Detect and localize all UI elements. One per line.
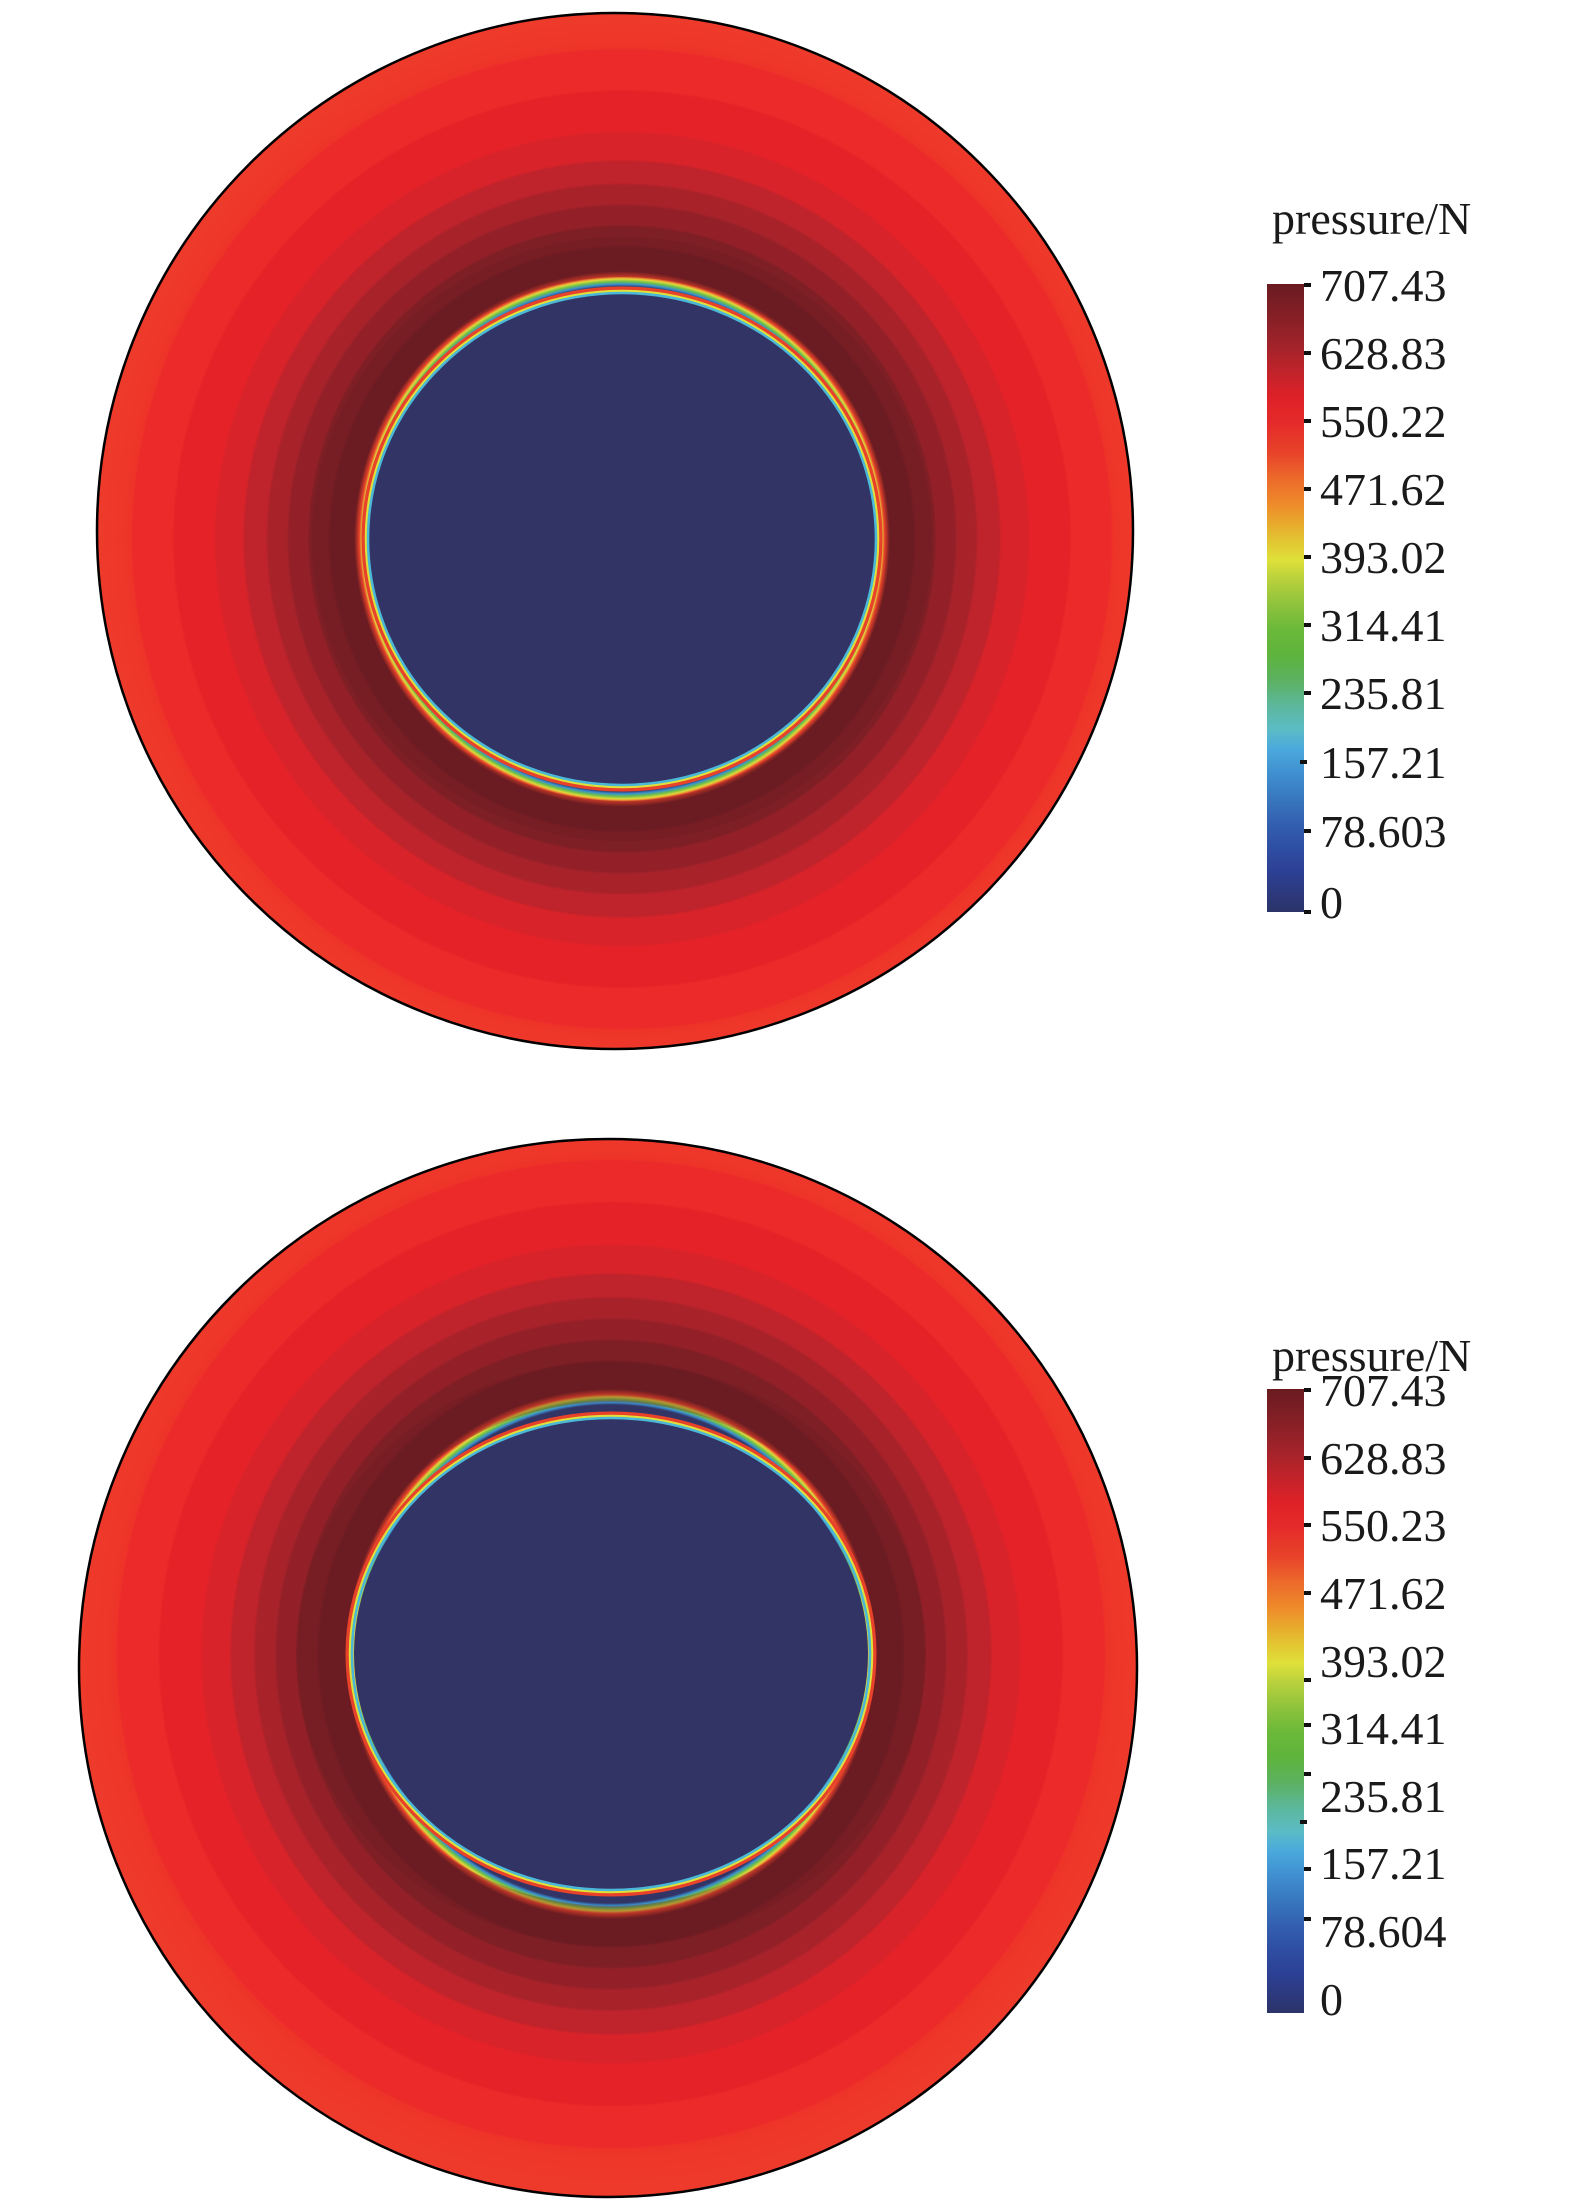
tick-mark — [1304, 1772, 1311, 1776]
tick-label: 628.83 — [1320, 1433, 1447, 1484]
tick-label: 314.41 — [1320, 1703, 1447, 1754]
pressure-contour-plot-top — [95, 11, 1135, 1051]
tick-label: 314.41 — [1320, 600, 1447, 651]
tick-mark — [1304, 487, 1311, 491]
tick-label: 393.02 — [1320, 532, 1447, 583]
tick-label: 78.603 — [1320, 806, 1447, 857]
edge-transition-ring-cyan — [366, 291, 878, 787]
legend-title: pressure/N — [1272, 193, 1472, 244]
pressure-contour-plot-bottom — [77, 1137, 1139, 2199]
tick-mark — [1304, 419, 1311, 423]
tick-label: 157.21 — [1320, 1838, 1447, 1889]
contour-panel-top: pressure/N 707.43 628.83 550.22 471.62 3… — [0, 0, 1575, 1100]
tick-mark — [1304, 691, 1311, 695]
tick-label: 550.23 — [1320, 1500, 1447, 1551]
tick-label: 471.62 — [1320, 464, 1447, 515]
tick-label: 78.604 — [1320, 1906, 1447, 1957]
tick-mark — [1304, 1591, 1311, 1595]
tick-mark — [1304, 283, 1311, 287]
tick-label: 393.02 — [1320, 1636, 1447, 1687]
tick-label: 707.43 — [1320, 260, 1447, 311]
tick-mark — [1304, 910, 1311, 914]
tick-mark — [1304, 1678, 1311, 1682]
colorbar — [1267, 284, 1304, 912]
tick-mark — [1300, 1820, 1307, 1824]
tick-mark — [1304, 829, 1311, 833]
contour-panel-bottom: pressure/N 707.43 628.83 550.23 471.62 3… — [0, 1100, 1575, 2208]
tick-label: 471.62 — [1320, 1568, 1447, 1619]
tick-label: 707.43 — [1320, 1365, 1447, 1416]
zero-pressure-core — [354, 1420, 868, 1888]
tick-label: 0 — [1320, 877, 1343, 928]
tick-mark — [1304, 1523, 1311, 1527]
tick-mark — [1304, 1917, 1311, 1921]
tick-label: 0 — [1320, 1974, 1343, 2025]
edge-transition-ring — [361, 286, 883, 792]
tick-mark — [1304, 1723, 1311, 1727]
tick-mark — [1304, 1456, 1311, 1460]
tick-label: 550.22 — [1320, 396, 1447, 447]
tick-mark — [1304, 623, 1311, 627]
tick-label: 235.81 — [1320, 668, 1447, 719]
tick-mark — [1304, 1867, 1311, 1871]
tick-mark — [1304, 351, 1311, 355]
tick-mark — [1304, 555, 1311, 559]
edge-transition-ring-yellow — [348, 1414, 874, 1894]
tick-label: 157.21 — [1320, 737, 1447, 788]
legend-title: pressure/N — [1272, 1330, 1472, 1381]
peak-pressure-ring — [312, 237, 932, 841]
tick-mark — [1300, 760, 1307, 764]
edge-transition-ring — [345, 1411, 877, 1897]
edge-transition-ring-yellow — [364, 289, 880, 789]
zero-pressure-core — [370, 295, 874, 783]
tick-label: 235.81 — [1320, 1771, 1447, 1822]
peak-pressure-ring — [296, 1362, 926, 1946]
tick-label: 628.83 — [1320, 328, 1447, 379]
colorbar — [1267, 1389, 1304, 2013]
tick-mark — [1304, 1388, 1311, 1392]
edge-transition-ring-cyan — [350, 1416, 872, 1892]
